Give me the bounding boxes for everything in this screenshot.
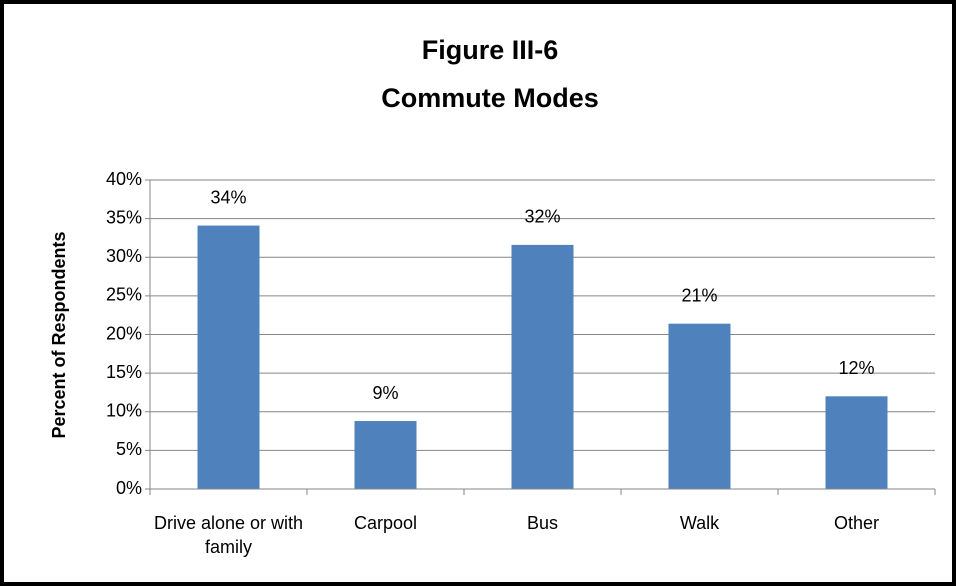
chart-title: Commute Modes [381,83,599,113]
y-tick-label: 15% [106,362,142,382]
chart-title: Figure III-6 [422,35,559,65]
bar [511,244,574,489]
data-label: 21% [681,285,717,305]
data-label: 32% [524,207,560,227]
data-label: 12% [838,358,874,378]
y-tick-label: 25% [106,285,142,305]
bar [354,421,417,489]
x-tick-label: Other [833,513,880,533]
y-tick-label: 35% [106,207,142,227]
data-label: 9% [372,383,398,403]
x-tick-label: Walk [679,513,720,533]
y-tick-label: 10% [106,401,142,421]
x-tick-label: Bus [526,513,559,533]
x-tick-label: Carpool [353,513,418,533]
y-axis-label: Percent of Respondents [49,231,69,438]
bar [668,323,731,489]
x-tick-label: Drive alone or with family [153,513,304,557]
y-tick-label: 40% [106,169,142,189]
y-tick-label: 20% [106,323,142,343]
data-label: 34% [210,187,246,207]
bar [825,396,888,489]
bar [197,225,260,489]
y-tick-label: 0% [116,478,142,498]
y-tick-label: 30% [106,246,142,266]
y-tick-label: 5% [116,439,142,459]
